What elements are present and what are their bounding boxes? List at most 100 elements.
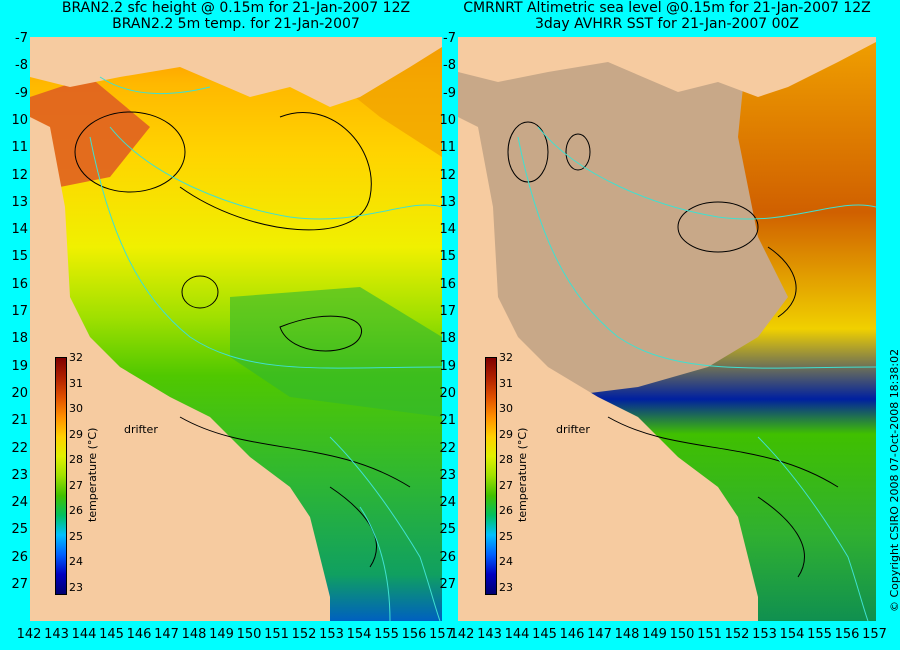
latitude-tick-label: 25: [439, 522, 456, 538]
colorbar-tick-label: 27: [499, 478, 513, 492]
right-panel-title: CMRNRT Altimetric sea level @0.15m for 2…: [458, 0, 876, 32]
missing-data-region: [458, 37, 788, 397]
latitude-tick-label: 18: [11, 331, 28, 347]
copyright-notice: © Copyright CSIRO 2008 07-Oct-2008 18:38…: [888, 348, 900, 612]
latitude-tick-label: 17: [439, 304, 456, 319]
colorbar-tick-label: 32: [69, 351, 83, 364]
longitude-tick-label: 152: [724, 627, 750, 642]
colorbar-tick-label: 27: [69, 478, 83, 492]
longitude-tick-label: 155: [374, 627, 399, 642]
right-title-line1: CMRNRT Altimetric sea level @0.15m for 2…: [463, 0, 871, 16]
colorbar-tick-label: 31: [499, 376, 513, 390]
longitude-tick-label: 154: [346, 627, 372, 642]
longitude-tick-label: 156: [401, 627, 427, 642]
longitude-tick-label: 147: [154, 627, 179, 642]
longitude-tick-label: 149: [642, 627, 667, 642]
colorbar-tick-label: 28: [69, 453, 83, 466]
new-guinea-land: [30, 37, 442, 107]
latitude-tick-label: 26: [11, 549, 28, 565]
colorbar-tick-label: 28: [499, 453, 513, 466]
latitude-tick-label: 12: [439, 167, 456, 183]
longitude-tick-label: 151: [697, 627, 722, 642]
longitude-tick-label: 145: [532, 627, 557, 642]
colorbar-tick-label: 29: [499, 427, 513, 441]
longitude-tick-label: 150: [236, 627, 262, 642]
latitude-tick-label: 19: [439, 358, 456, 374]
left-title-line2: BRAN2.2 5m temp. for 21-Jan-2007: [112, 16, 360, 32]
longitude-tick-label: 148: [181, 627, 207, 642]
left-map-panel: [30, 37, 442, 621]
latitude-tick-label: 26: [439, 549, 456, 565]
colorbar-tick-label: 25: [69, 529, 83, 543]
colorbar-tick-label: 32: [499, 351, 513, 364]
latitude-tick-label: -9: [443, 85, 456, 101]
longitude-tick-label: 147: [587, 627, 612, 642]
latitude-tick-label: 16: [11, 276, 28, 292]
longitude-tick-label: 153: [752, 627, 777, 642]
colorbar-left: [55, 357, 67, 595]
latitude-tick-label: 18: [439, 331, 456, 347]
right-map-svg: [458, 37, 876, 621]
latitude-tick-label: 15: [11, 249, 28, 265]
longitude-tick-label: 151: [264, 627, 289, 642]
longitude-tick-label: 152: [291, 627, 317, 642]
left-title-line1: BRAN2.2 sfc height @ 0.15m for 21-Jan-20…: [61, 0, 411, 16]
latitude-tick-label: 20: [11, 385, 28, 401]
longitude-tick-label: 149: [209, 627, 234, 642]
bathymetry-contours: [89, 76, 442, 621]
latitude-tick-label: 14: [439, 222, 456, 238]
longitude-tick-label: 154: [779, 627, 805, 642]
latitude-tick-label: 23: [439, 467, 456, 483]
latitude-tick-label: 10: [11, 112, 28, 128]
latitude-tick-label: 13: [11, 194, 28, 210]
cool-water-patch: [230, 287, 442, 417]
drifter-label-left: drifter: [124, 423, 158, 436]
latitude-tick-label: 10: [439, 112, 456, 128]
latitude-tick-label: 24: [11, 495, 28, 511]
longitude-tick-label: 153: [319, 627, 344, 642]
latitude-tick-label: 12: [11, 167, 28, 183]
left-panel-title: BRAN2.2 sfc height @ 0.15m for 21-Jan-20…: [30, 0, 442, 32]
latitude-tick-label: 11: [11, 140, 28, 156]
latitude-tick-label: 22: [439, 440, 456, 456]
latitude-tick-label: 25: [11, 522, 28, 538]
colorbar-tick-label: 23: [499, 580, 513, 594]
sea-level-contours: [507, 121, 839, 578]
colorbar-tick-label: 26: [499, 504, 513, 517]
latitude-tick-label: 27: [11, 577, 28, 592]
colorbar-tick-label: 31: [69, 376, 83, 390]
latitude-tick-label: 20: [439, 385, 456, 401]
colorbar-title-left: temperature (°C): [86, 427, 99, 522]
latitude-tick-label: 24: [439, 495, 456, 511]
australia-land-right: [458, 117, 758, 621]
colorbar-title-right: temperature (°C): [516, 427, 529, 522]
latitude-tick-label: 17: [11, 304, 28, 319]
latitude-tick-label: 15: [439, 249, 456, 265]
longitude-tick-label: 144: [504, 627, 530, 642]
latitude-tick-label: 11: [439, 140, 456, 156]
right-map-panel: [458, 37, 876, 621]
latitude-tick-label: -8: [443, 58, 456, 74]
longitude-tick-label: 155: [807, 627, 832, 642]
australia-land: [30, 117, 330, 621]
drifter-label-right: drifter: [556, 423, 590, 436]
longitude-tick-label: 146: [126, 627, 152, 642]
latitude-tick-label: 21: [439, 413, 456, 429]
colorbar-tick-label: 24: [499, 555, 513, 568]
latitude-tick-label: 14: [11, 222, 28, 238]
colorbar-tick-label: 30: [69, 402, 83, 415]
longitude-tick-label: 157: [429, 627, 454, 642]
colorbar-tick-label: 24: [69, 555, 83, 568]
longitude-tick-label: 150: [669, 627, 695, 642]
latitude-tick-label: 13: [439, 194, 456, 210]
latitude-tick-label: -8: [15, 58, 28, 74]
latitude-tick-label: -7: [15, 31, 28, 46]
latitude-tick-label: 27: [439, 577, 456, 592]
left-map-svg: [30, 37, 442, 621]
colorbar-tick-label: 25: [499, 529, 513, 543]
latitude-tick-label: -9: [15, 85, 28, 101]
right-title-line2: 3day AVHRR SST for 21-Jan-2007 00Z: [534, 16, 800, 32]
colorbar-right: [485, 357, 497, 595]
longitude-tick-label: 143: [44, 627, 69, 642]
height-contours: [74, 111, 411, 568]
